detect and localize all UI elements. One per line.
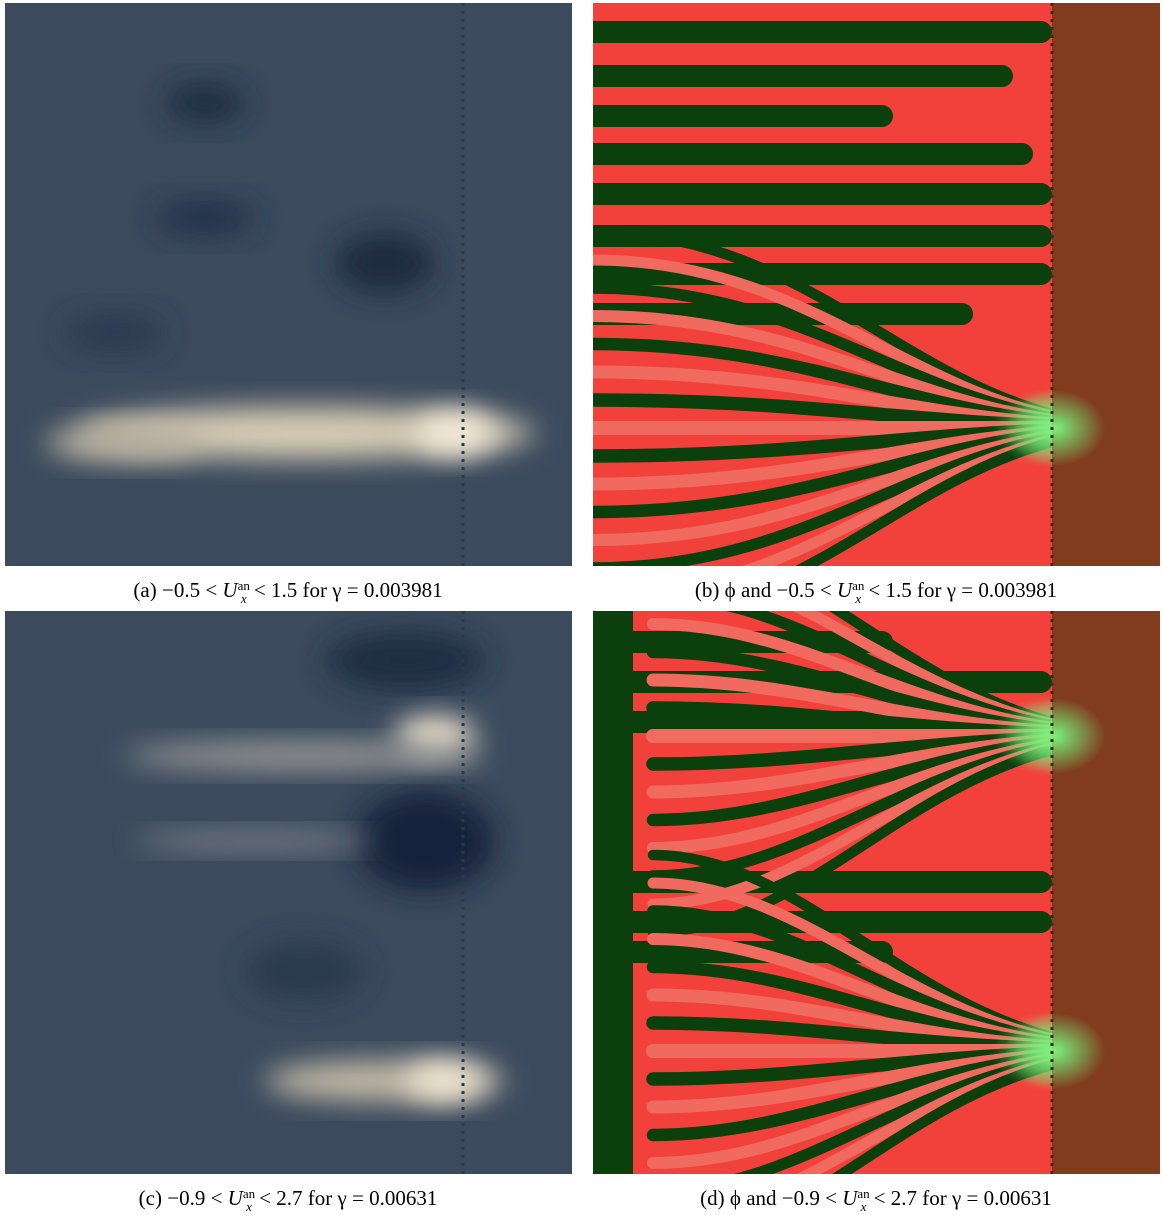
caption-after: < 2.7 for γ = 0.00631 [259, 1186, 438, 1210]
caption-after: < 2.7 for γ = 0.00631 [873, 1186, 1052, 1210]
caption-symbol: U [227, 1186, 243, 1210]
caption-before: −0.9 < [167, 1186, 223, 1210]
stripe [593, 143, 1033, 165]
caption-before: ϕ and −0.9 < [729, 1186, 837, 1210]
shade [325, 631, 485, 691]
background [5, 3, 572, 566]
shade [405, 1061, 485, 1101]
sub-sup: an x [852, 579, 864, 605]
shade [155, 200, 255, 236]
finger [832, 1059, 1058, 1174]
finger [795, 436, 1058, 566]
shade [165, 83, 245, 123]
glow [1005, 698, 1105, 774]
stripe [593, 21, 1052, 43]
caption-after: < 1.5 for γ = 0.003981 [253, 578, 443, 602]
sub-sup: an x [857, 1187, 869, 1213]
figure-image [5, 611, 572, 1174]
caption-before: −0.5 < [161, 578, 218, 602]
caption-after: < 1.5 for γ = 0.003981 [868, 578, 1058, 602]
stripe [593, 183, 1052, 205]
shade [245, 941, 365, 1001]
figure-image [593, 611, 1160, 1174]
caption-sup: an [857, 1186, 870, 1202]
finger [647, 744, 1058, 938]
caption-sup: an [242, 1186, 256, 1202]
caption-sub: x [860, 1199, 867, 1215]
region [593, 611, 633, 1174]
caption-sup: an [852, 578, 865, 594]
sub-sup: an x [238, 579, 250, 605]
caption-label: (b) [694, 578, 720, 602]
caption-label: (a) [133, 578, 157, 602]
caption-label: (d) [700, 1186, 725, 1210]
caption-symbol: U [836, 578, 853, 602]
figure-image [5, 3, 572, 566]
figure-image [593, 3, 1160, 566]
shade [45, 425, 205, 461]
shade [335, 233, 435, 293]
caption-symbol: U [842, 1186, 858, 1210]
stripe [593, 65, 1013, 87]
caption-symbol: U [222, 578, 238, 602]
shade [415, 411, 495, 455]
caption-before: ϕ and −0.5 < [724, 578, 832, 602]
stripe [593, 105, 893, 127]
caption-sub: x [855, 591, 862, 607]
caption-sup: an [237, 578, 250, 594]
glow [1005, 390, 1105, 466]
caption-sub: x [246, 1199, 252, 1215]
caption-label: (c) [138, 1186, 162, 1210]
shade [135, 831, 375, 851]
shade [355, 791, 495, 891]
boundary-band [1052, 611, 1160, 1174]
shade [65, 313, 165, 353]
stripe [593, 225, 1052, 247]
shade [125, 742, 485, 770]
caption-sub: x [240, 591, 247, 607]
boundary-band [1052, 3, 1160, 566]
glow [1005, 1013, 1105, 1089]
sub-sup: an x [243, 1187, 255, 1213]
